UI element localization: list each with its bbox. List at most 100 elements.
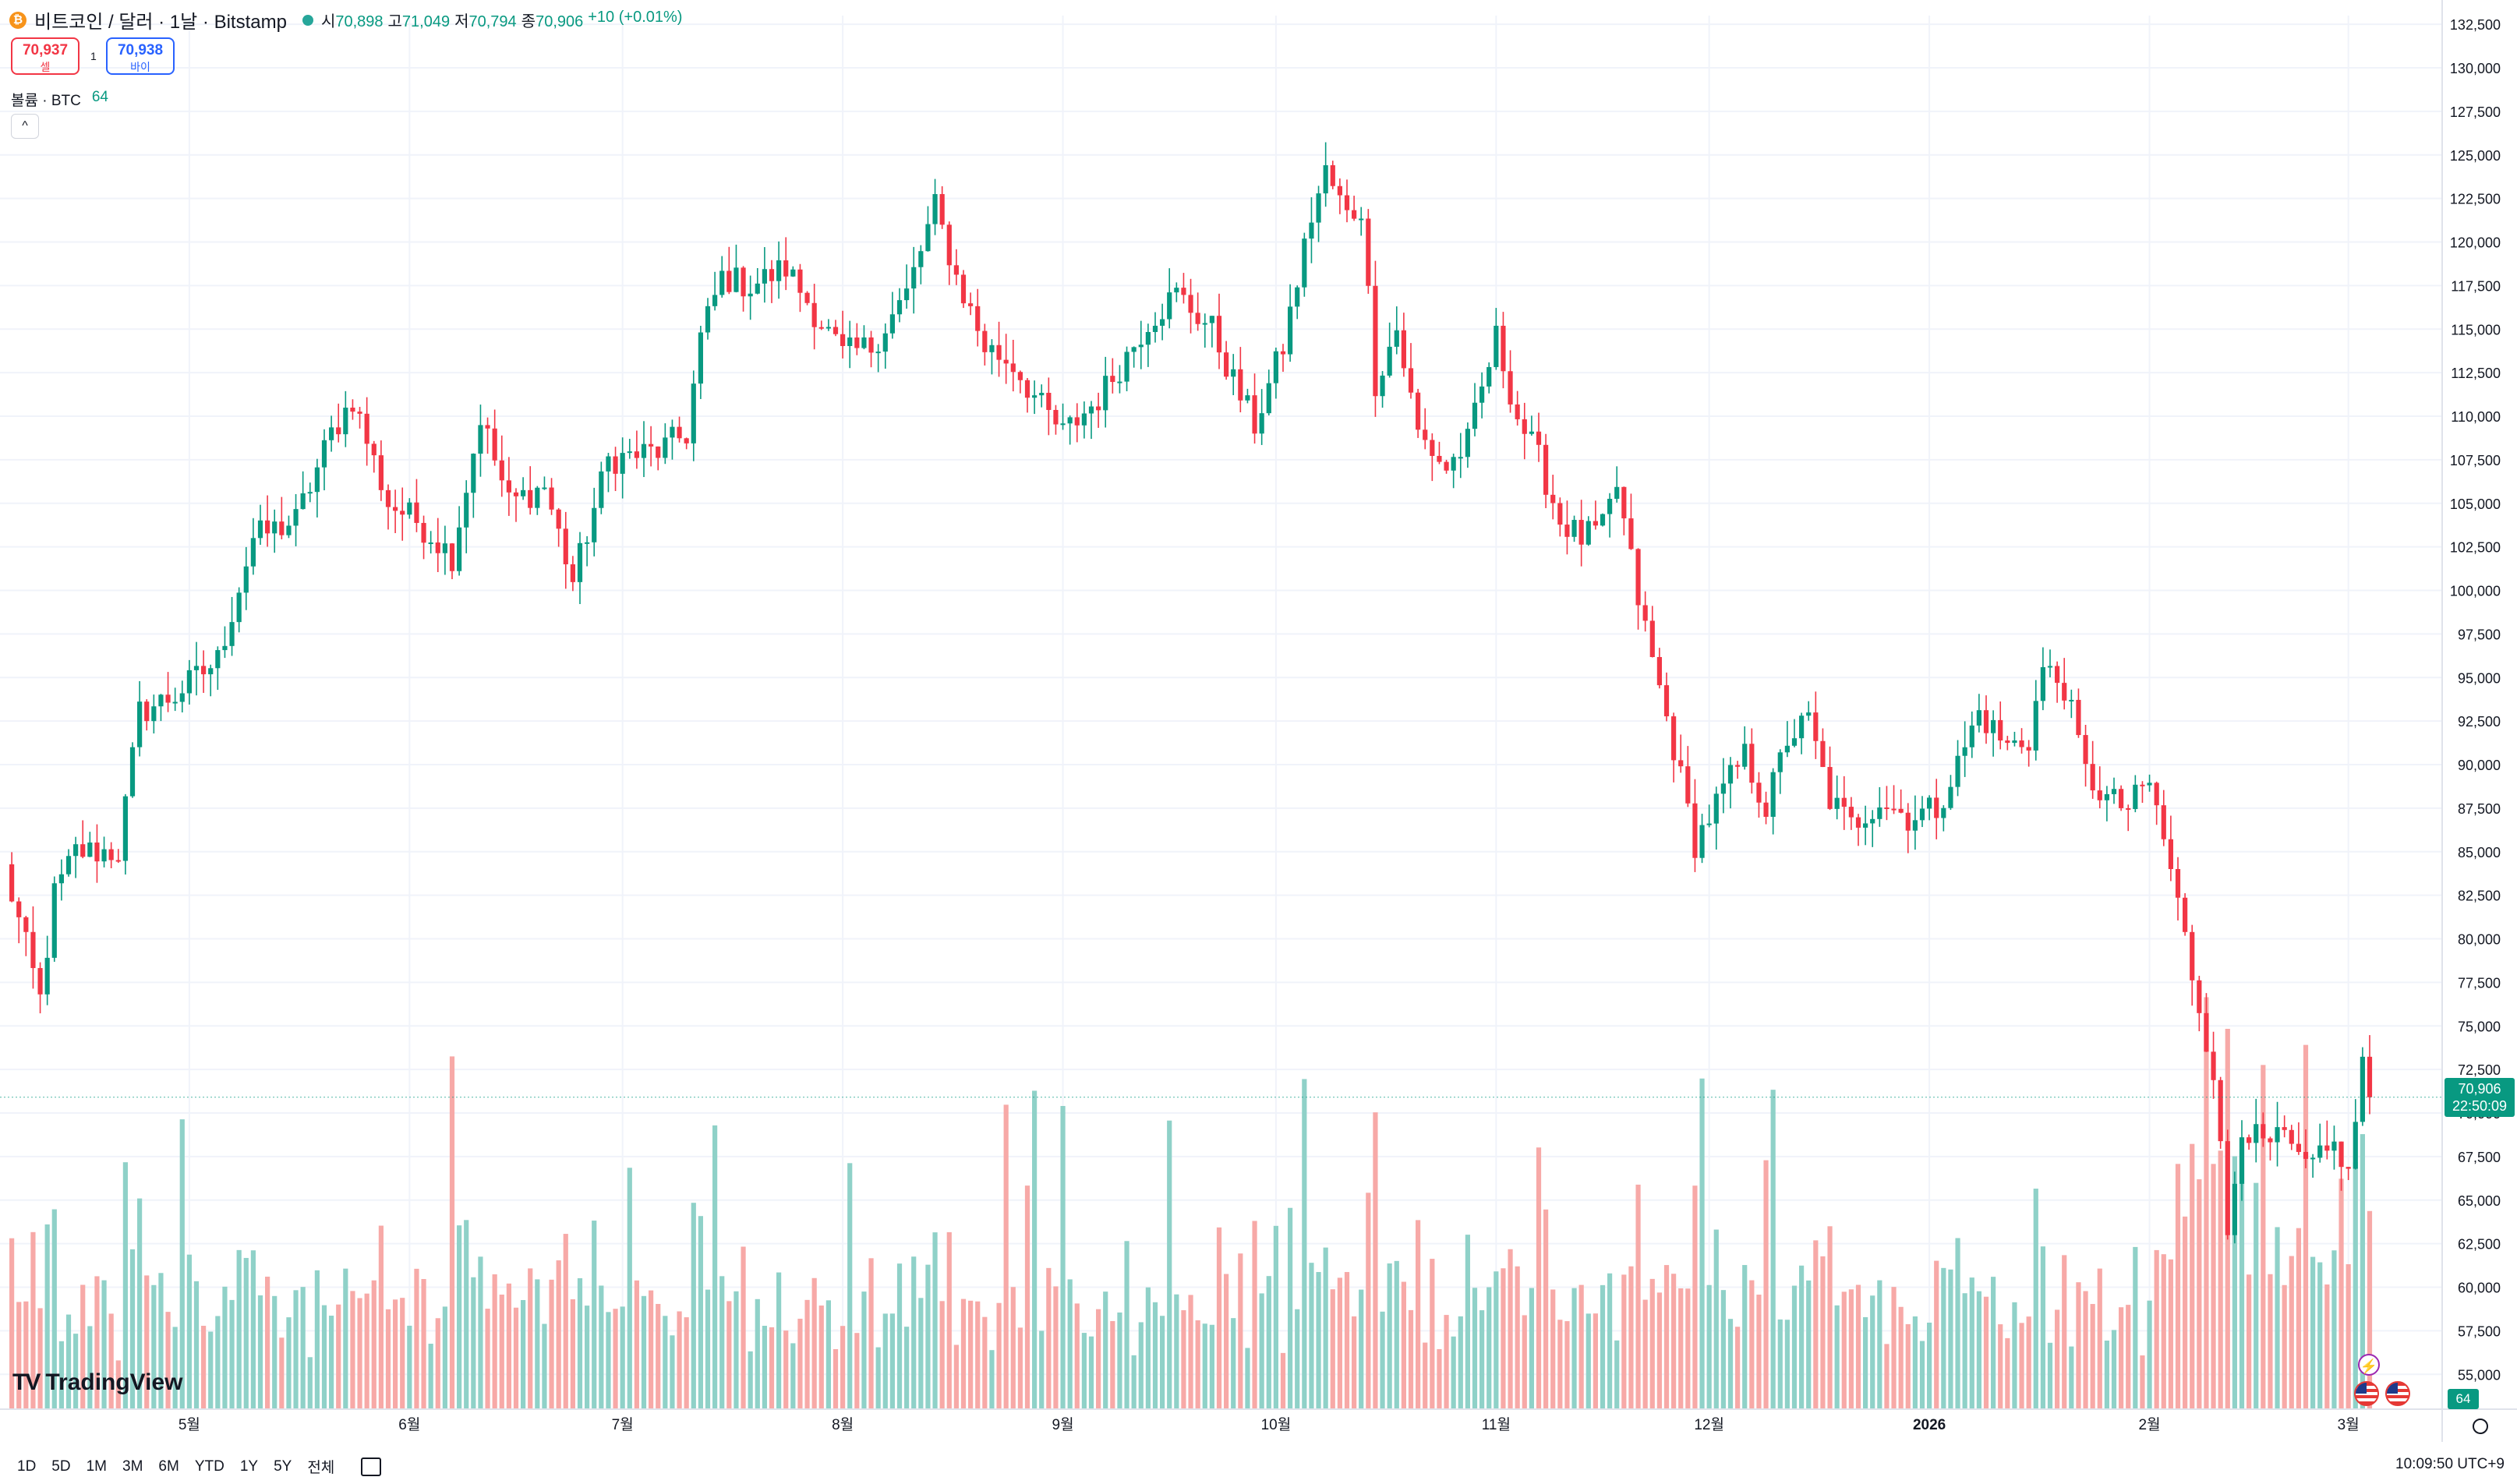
- tf-3m[interactable]: 3M: [122, 1458, 143, 1475]
- calendar-icon[interactable]: [361, 1457, 382, 1476]
- candle-body: [592, 507, 597, 542]
- volume-bar: [87, 1326, 93, 1409]
- candle-body: [896, 300, 903, 315]
- candle-body: [87, 842, 93, 857]
- y-tick-label: 125,000: [2450, 148, 2501, 164]
- candle-body: [122, 796, 128, 861]
- candle-body: [265, 520, 270, 534]
- volume-bar: [1727, 1319, 1734, 1409]
- volume-bar: [790, 1343, 796, 1409]
- candle-body: [2275, 1127, 2280, 1143]
- tradingview-logo[interactable]: TV TradingView: [12, 1369, 183, 1395]
- candle-body: [1060, 423, 1066, 426]
- volume-bar: [1919, 1341, 1925, 1409]
- volume-bar: [2040, 1246, 2045, 1409]
- volume-bar: [577, 1277, 583, 1409]
- volume-bar: [1472, 1288, 1478, 1409]
- volume-bar: [393, 1299, 398, 1409]
- candle-body: [108, 849, 114, 860]
- volume-bar: [80, 1284, 86, 1409]
- volume-bar: [1416, 1220, 1421, 1409]
- sell-button[interactable]: 70,937 셀: [11, 37, 80, 75]
- us-flag-icon[interactable]: [2385, 1381, 2410, 1406]
- candle-body: [65, 856, 72, 874]
- candle-body: [726, 270, 732, 292]
- candle-body: [1458, 457, 1463, 459]
- volume-bar: [2161, 1254, 2166, 1409]
- candle-body: [1380, 375, 1385, 397]
- gear-icon[interactable]: [2473, 1419, 2488, 1434]
- candle-body: [960, 274, 967, 304]
- candle-body: [58, 874, 64, 884]
- volume-bar: [769, 1327, 775, 1409]
- candle-body: [2154, 783, 2159, 806]
- volume-bar: [1621, 1274, 1627, 1409]
- candle-body: [506, 480, 511, 493]
- volume-bar: [861, 1291, 867, 1409]
- y-tick-label: 120,000: [2450, 235, 2501, 251]
- candle-body: [1124, 352, 1129, 382]
- candle-body: [1024, 380, 1030, 398]
- volume-bar: [2183, 1216, 2188, 1409]
- candle-body: [1295, 287, 1300, 307]
- volume-bar: [1067, 1279, 1073, 1409]
- tf-1m[interactable]: 1M: [86, 1458, 107, 1475]
- candle-body: [677, 426, 682, 439]
- bolt-icon[interactable]: ⚡: [2358, 1354, 2380, 1376]
- volume-bar: [1522, 1315, 1527, 1409]
- candlesticks: [9, 142, 2373, 1244]
- bitcoin-icon: ₿: [9, 11, 27, 29]
- volume-bar: [1983, 1296, 1989, 1409]
- candle-body: [250, 538, 256, 567]
- volume-bar: [2104, 1341, 2109, 1409]
- volume-bar: [2353, 1162, 2358, 1409]
- candle-body: [151, 706, 157, 722]
- collapse-chevron-icon[interactable]: ^: [11, 114, 39, 139]
- candle-body: [357, 412, 362, 414]
- symbol-title[interactable]: 비트코인 / 달러 · 1날 · Bitstamp: [34, 12, 287, 33]
- candle-body: [1983, 710, 1989, 733]
- volume-legend[interactable]: 볼륨 · BTC 64: [11, 89, 108, 109]
- tf-6m[interactable]: 6M: [158, 1458, 179, 1475]
- candle-body: [691, 383, 696, 443]
- volume-bar: [2190, 1143, 2195, 1409]
- volume-bar: [2261, 1065, 2266, 1409]
- us-flag-icon[interactable]: [2354, 1381, 2379, 1406]
- tf-1y[interactable]: 1Y: [239, 1458, 259, 1475]
- tf-5d[interactable]: 5D: [51, 1458, 71, 1475]
- candle-body: [1266, 383, 1271, 414]
- candle-body: [1053, 409, 1059, 425]
- volume-bar: [1955, 1238, 1960, 1409]
- candle-body: [1756, 783, 1762, 803]
- volume-bar: [1494, 1271, 1499, 1409]
- last-price-tag: 70,906 22:50:09: [2445, 1077, 2515, 1117]
- candle-body: [2331, 1141, 2337, 1151]
- volume-bar: [1799, 1265, 1805, 1409]
- volume-bar: [1593, 1313, 1598, 1409]
- volume-bar: [400, 1298, 405, 1409]
- volume-bar: [265, 1276, 270, 1409]
- volume-bar: [250, 1250, 256, 1409]
- volume-bar: [797, 1318, 803, 1409]
- buy-button[interactable]: 70,938 바이: [106, 37, 175, 75]
- tf-5y[interactable]: 5Y: [274, 1458, 292, 1475]
- tf-all[interactable]: 전체: [307, 1460, 335, 1476]
- volume-bar: [2296, 1228, 2301, 1409]
- volume-bar: [1081, 1333, 1087, 1409]
- volume-bar: [1096, 1309, 1101, 1409]
- volume-bar: [1465, 1235, 1470, 1409]
- candle-body: [840, 334, 846, 346]
- volume-bar: [1288, 1207, 1293, 1409]
- candle-body: [1003, 359, 1009, 364]
- volume-bar: [1720, 1290, 1726, 1409]
- candle-body: [804, 292, 810, 303]
- candle-body: [1096, 406, 1101, 411]
- tf-1d[interactable]: 1D: [17, 1458, 37, 1475]
- candle-body: [144, 701, 150, 722]
- tf-ytd[interactable]: YTD: [194, 1458, 224, 1475]
- volume-bar: [1309, 1263, 1314, 1409]
- volume-bar: [1032, 1090, 1038, 1409]
- volume-bar: [172, 1327, 178, 1409]
- volume-bar: [37, 1308, 43, 1409]
